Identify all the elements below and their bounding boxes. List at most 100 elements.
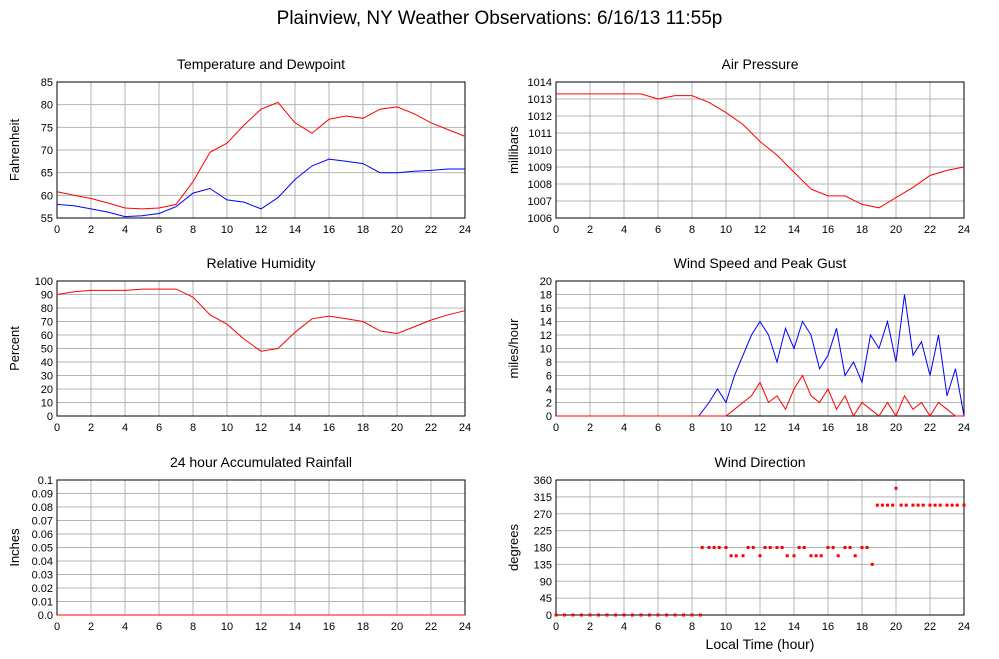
x-tick-label: 0 xyxy=(54,621,60,633)
x-tick-label: 6 xyxy=(156,422,162,434)
x-tick-label: 14 xyxy=(289,621,301,633)
plot-frame xyxy=(555,479,965,616)
y-tick-label: 360 xyxy=(534,475,552,487)
x-tick-label: 2 xyxy=(88,422,94,434)
x-tick-label: 6 xyxy=(655,224,661,236)
x-tick-label: 4 xyxy=(621,621,627,633)
x-tick-label: 18 xyxy=(357,621,369,633)
y-tick-label: 1011 xyxy=(528,128,552,140)
x-tick-label: 6 xyxy=(156,224,162,236)
x-tick-label: 6 xyxy=(156,621,162,633)
x-tick-label: 8 xyxy=(190,224,196,236)
data-point xyxy=(741,554,745,558)
data-point xyxy=(904,503,908,507)
y-tick-label: 1009 xyxy=(528,162,552,174)
x-tick-label: 20 xyxy=(391,224,403,236)
y-tick-label: 315 xyxy=(534,492,552,504)
x-tick-label: 22 xyxy=(924,422,936,434)
data-point xyxy=(673,613,677,617)
y-tick-label: 1007 xyxy=(528,196,552,208)
y-tick-label: 0.06 xyxy=(32,529,53,541)
data-point xyxy=(950,503,954,507)
y-tick-label: 70 xyxy=(41,317,53,329)
plot-title: Relative Humidity xyxy=(207,255,316,271)
y-tick-label: 85 xyxy=(41,77,53,89)
x-tick-label: 10 xyxy=(720,224,732,236)
data-point xyxy=(699,613,702,617)
y-tick-label: 70 xyxy=(41,145,53,157)
data-point xyxy=(707,546,711,549)
x-tick-label: 4 xyxy=(122,621,128,633)
y-tick-label: 0.04 xyxy=(32,556,53,568)
x-tick-label: 4 xyxy=(621,224,627,236)
data-point xyxy=(554,613,558,617)
y-tick-label: 50 xyxy=(41,344,53,356)
y-tick-label: 0.05 xyxy=(32,543,53,555)
data-point xyxy=(826,546,830,549)
x-tick-label: 18 xyxy=(357,422,369,434)
data-point xyxy=(955,503,959,507)
data-point xyxy=(899,503,903,507)
data-point xyxy=(580,613,583,617)
data-point xyxy=(571,613,575,617)
y-tick-label: 135 xyxy=(534,559,552,571)
x-tick-label: 18 xyxy=(856,422,868,434)
data-point xyxy=(870,562,874,566)
data-point xyxy=(775,546,779,549)
data-point xyxy=(792,554,796,558)
y-tick-label: 40 xyxy=(41,357,53,369)
series-line-red xyxy=(556,374,964,418)
y-tick-label: 1012 xyxy=(528,111,552,123)
data-point xyxy=(665,613,668,617)
data-point xyxy=(639,613,643,617)
x-tick-label: 2 xyxy=(88,224,94,236)
data-point xyxy=(700,546,704,549)
x-tick-label: 24 xyxy=(958,422,970,434)
data-point xyxy=(945,503,949,507)
y-tick-label: 1014 xyxy=(528,77,552,89)
y-axis-label: millibars xyxy=(506,126,521,174)
x-tick-label: 8 xyxy=(190,422,196,434)
data-point xyxy=(819,554,823,558)
x-tick-label: 12 xyxy=(255,224,267,236)
data-point xyxy=(921,503,925,507)
data-point xyxy=(860,546,864,549)
data-point xyxy=(780,546,784,549)
x-tick-label: 10 xyxy=(221,621,233,633)
data-point xyxy=(836,554,840,558)
y-tick-label: 0.02 xyxy=(32,583,53,595)
y-tick-label: 270 xyxy=(534,509,552,521)
data-point xyxy=(656,613,660,617)
plot-frame xyxy=(555,280,965,417)
y-tick-label: 14 xyxy=(540,317,552,329)
series-line-red xyxy=(56,101,466,210)
series-line-red xyxy=(56,288,466,352)
y-axis-label: Percent xyxy=(7,326,22,371)
y-tick-label: 1008 xyxy=(528,179,552,191)
y-tick-label: 30 xyxy=(41,371,53,383)
x-tick-label: 18 xyxy=(856,621,868,633)
data-point xyxy=(928,503,932,507)
x-tick-label: 2 xyxy=(587,621,593,633)
data-point xyxy=(622,613,626,617)
data-point xyxy=(631,613,634,617)
y-tick-label: 4 xyxy=(546,384,552,396)
y-tick-label: 60 xyxy=(41,330,53,342)
x-tick-label: 2 xyxy=(587,422,593,434)
data-point xyxy=(865,546,869,549)
x-tick-label: 18 xyxy=(856,224,868,236)
data-point xyxy=(785,554,789,558)
x-tick-label: 24 xyxy=(459,621,471,633)
data-point xyxy=(746,546,750,549)
y-tick-label: 75 xyxy=(41,122,53,134)
y-tick-label: 55 xyxy=(41,213,53,225)
y-tick-label: 20 xyxy=(41,384,53,396)
x-tick-label: 18 xyxy=(357,224,369,236)
data-point xyxy=(763,546,767,549)
data-point xyxy=(751,546,755,549)
y-tick-label: 2 xyxy=(546,398,552,410)
data-point xyxy=(729,554,733,558)
x-tick-label: 22 xyxy=(924,621,936,633)
x-tick-label: 22 xyxy=(425,621,437,633)
